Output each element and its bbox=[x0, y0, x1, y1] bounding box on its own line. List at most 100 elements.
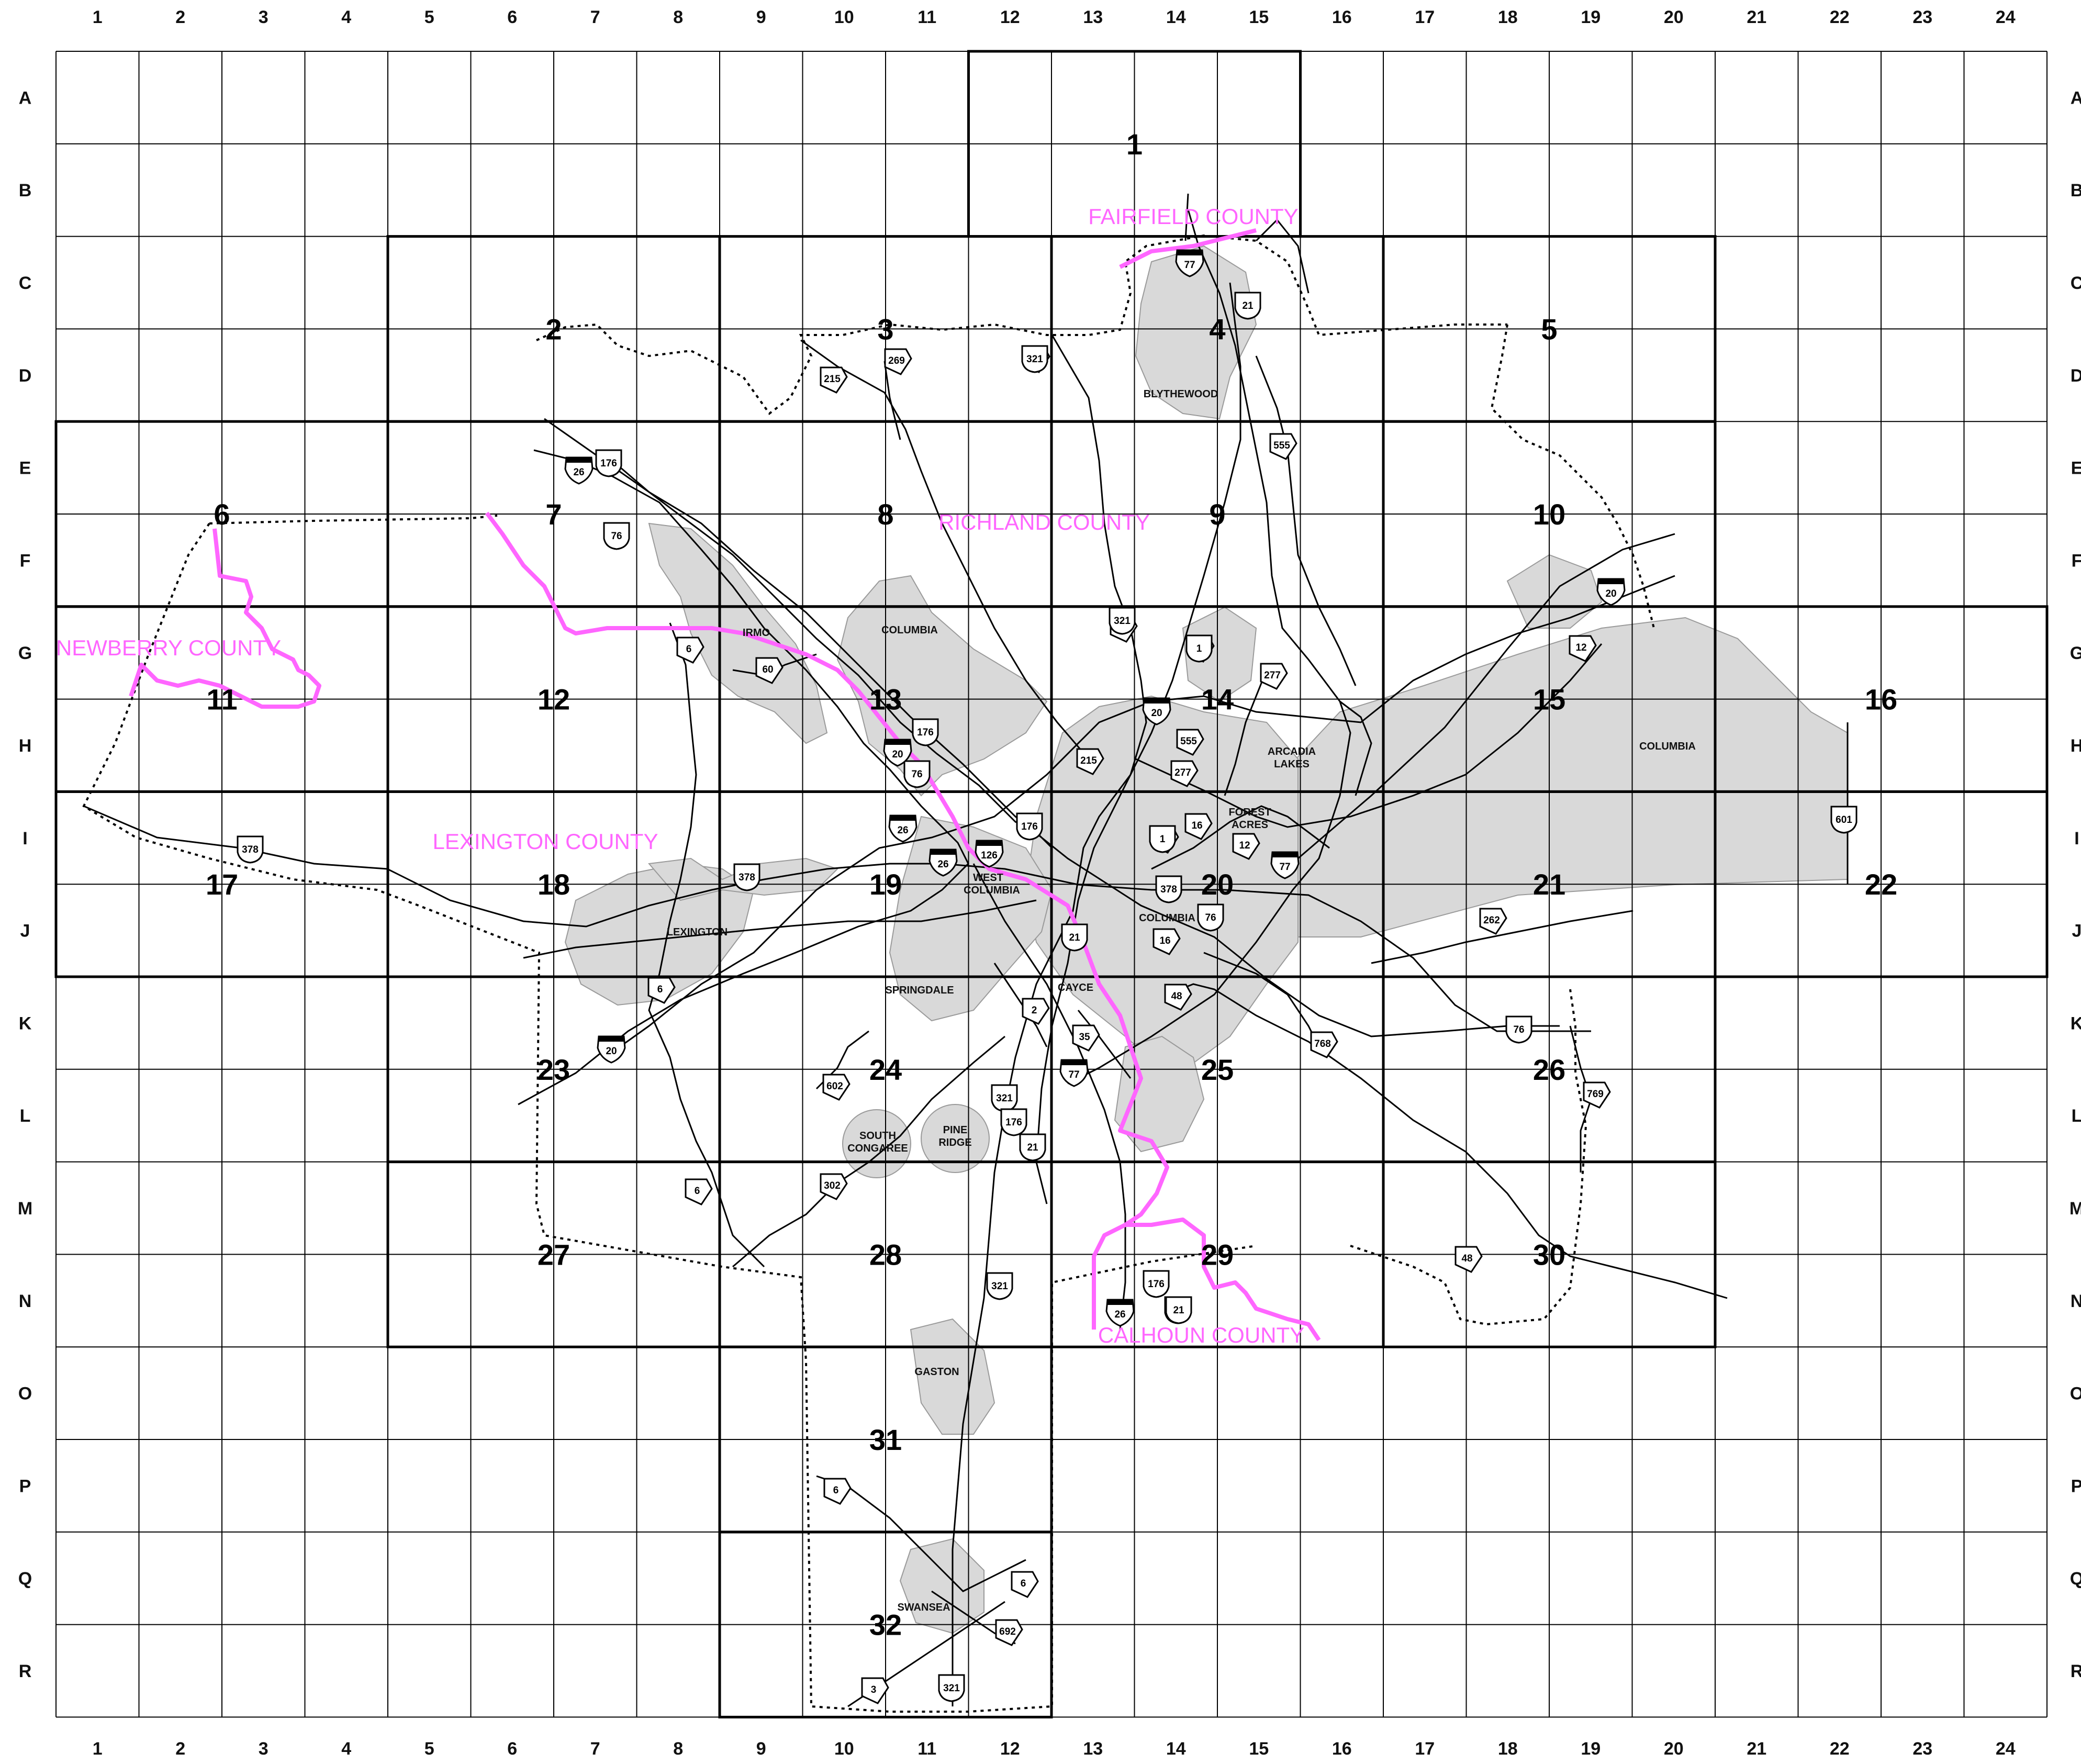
page-number-6[interactable]: 6 bbox=[214, 498, 230, 531]
grid-row-label-left: K bbox=[19, 1013, 32, 1033]
place-label-forest: FOREST bbox=[1228, 807, 1271, 818]
page-number-7[interactable]: 7 bbox=[545, 498, 562, 531]
us-route-shield: 378 bbox=[237, 835, 264, 864]
interstate-shield: 77 bbox=[1270, 851, 1300, 879]
page-number-5[interactable]: 5 bbox=[1541, 312, 1557, 345]
interstate-shield: 26 bbox=[1105, 1299, 1135, 1327]
grid-column-label-top: 18 bbox=[1498, 7, 1518, 27]
urban-area-west-columbia bbox=[889, 816, 1053, 1022]
page-number-17[interactable]: 17 bbox=[206, 868, 238, 901]
page-number-25[interactable]: 25 bbox=[1201, 1053, 1234, 1086]
state-route-number: 2 bbox=[1032, 1005, 1037, 1016]
grid-row-label-right: G bbox=[2070, 643, 2081, 663]
page-number-9[interactable]: 9 bbox=[1209, 498, 1225, 531]
grid-column-label-bottom: 18 bbox=[1498, 1739, 1518, 1759]
state-route-number: 12 bbox=[1239, 840, 1250, 851]
page-number-2[interactable]: 2 bbox=[545, 312, 562, 345]
state-route-number: 6 bbox=[686, 644, 692, 655]
grid-column-label-top: 7 bbox=[590, 7, 600, 27]
us-route-number: 21 bbox=[1242, 300, 1254, 311]
page-number-1[interactable]: 1 bbox=[1126, 128, 1143, 161]
county-label-fairfield: FAIRFIELD COUNTY bbox=[1088, 204, 1298, 229]
page-number-27[interactable]: 27 bbox=[538, 1238, 570, 1271]
page-number-13[interactable]: 13 bbox=[869, 683, 902, 716]
page-number-23[interactable]: 23 bbox=[538, 1053, 570, 1086]
page-number-32[interactable]: 32 bbox=[869, 1609, 902, 1642]
page-number-19[interactable]: 19 bbox=[869, 868, 902, 901]
grid-column-label-top: 22 bbox=[1830, 7, 1850, 27]
interstate-number: 26 bbox=[1114, 1309, 1125, 1320]
page-number-30[interactable]: 30 bbox=[1533, 1238, 1565, 1271]
page-number-24[interactable]: 24 bbox=[869, 1053, 902, 1086]
county-label-newberry: NEWBERRY COUNTY bbox=[56, 635, 281, 660]
place-labels: BLYTHEWOOD IRMO COLUMBIA COLUMBIA ARCADI… bbox=[667, 388, 1696, 1613]
grid-row-label-right: I bbox=[2074, 829, 2079, 848]
page-number-15[interactable]: 15 bbox=[1533, 683, 1565, 716]
interstate-number: 20 bbox=[892, 749, 903, 760]
place-label-lakes: LAKES bbox=[1274, 758, 1310, 770]
page-number-26[interactable]: 26 bbox=[1533, 1053, 1565, 1086]
state-route-shield: 555 bbox=[1176, 729, 1204, 756]
state-route-number: 6 bbox=[657, 984, 663, 995]
page-number-12[interactable]: 12 bbox=[538, 683, 570, 716]
us-route-shield: 1 bbox=[1149, 825, 1176, 853]
page-number-8[interactable]: 8 bbox=[877, 498, 893, 531]
page-number-21[interactable]: 21 bbox=[1533, 868, 1565, 901]
place-label-acres: ACRES bbox=[1232, 819, 1268, 831]
us-route-shield: 1 bbox=[1185, 634, 1213, 663]
grid-column-label-bottom: 1 bbox=[93, 1739, 103, 1759]
page-number-11[interactable]: 11 bbox=[206, 683, 237, 716]
grid-row-label-right: J bbox=[2072, 921, 2081, 941]
us-route-number: 76 bbox=[611, 531, 622, 542]
state-route-shield: 602 bbox=[822, 1074, 851, 1101]
grid-column-label-top: 11 bbox=[918, 7, 936, 27]
page-number-31[interactable]: 31 bbox=[869, 1423, 902, 1456]
place-label-irmo: IRMO bbox=[743, 627, 770, 639]
grid-row-label-right: A bbox=[2071, 88, 2081, 108]
road-i26-south bbox=[972, 863, 1126, 1330]
county-label-richland: RICHLAND COUNTY bbox=[938, 510, 1150, 534]
page-frames bbox=[54, 50, 2049, 1718]
us-route-shield: 321 bbox=[1021, 345, 1048, 373]
place-label-columbia-east: COLUMBIA bbox=[1639, 741, 1696, 752]
grid-column-label-bottom: 2 bbox=[175, 1739, 185, 1759]
page-number-14[interactable]: 14 bbox=[1201, 683, 1234, 716]
us-route-shield: 76 bbox=[903, 760, 931, 788]
grid-column-label-top: 13 bbox=[1083, 7, 1103, 27]
grid-column-label-bottom: 17 bbox=[1415, 1739, 1435, 1759]
state-route-shield: 2 bbox=[1022, 998, 1050, 1025]
map-grid: 1122334455667788991010111112121313141415… bbox=[18, 7, 2081, 1759]
jurisdiction-boundary-west bbox=[82, 515, 1257, 1713]
us-route-number: 176 bbox=[1005, 1117, 1022, 1128]
page-number-22[interactable]: 22 bbox=[1865, 868, 1897, 901]
interstate-number: 126 bbox=[981, 850, 998, 861]
page-number-4[interactable]: 4 bbox=[1209, 312, 1225, 345]
page-number-18[interactable]: 18 bbox=[538, 868, 570, 901]
state-route-shield: 277 bbox=[1170, 760, 1199, 787]
road-us176 bbox=[612, 460, 1053, 849]
state-route-number: 48 bbox=[1171, 991, 1182, 1002]
us-route-shield: 321 bbox=[991, 1084, 1018, 1112]
urban-area-blythewood bbox=[1135, 245, 1257, 420]
state-route-number: 555 bbox=[1180, 736, 1197, 747]
state-route-number: 6 bbox=[833, 1485, 839, 1496]
page-number-16[interactable]: 16 bbox=[1865, 683, 1897, 716]
page-number-3[interactable]: 3 bbox=[877, 312, 893, 345]
road-sc35 bbox=[1077, 1010, 1132, 1079]
grid-column-label-bottom: 9 bbox=[756, 1739, 766, 1759]
grid-column-label-bottom: 13 bbox=[1083, 1739, 1103, 1759]
page-number-10[interactable]: 10 bbox=[1533, 498, 1565, 531]
us-route-number: 76 bbox=[1513, 1024, 1524, 1035]
state-route-shield: 302 bbox=[820, 1173, 848, 1200]
interstate-number: 77 bbox=[1279, 862, 1290, 873]
grid-row-label-right: B bbox=[2071, 181, 2081, 200]
us-route-number: 321 bbox=[996, 1093, 1013, 1104]
us-route-number: 321 bbox=[943, 1683, 960, 1694]
road-sc215 bbox=[800, 339, 1090, 760]
page-number-29[interactable]: 29 bbox=[1201, 1238, 1234, 1271]
page-number-20[interactable]: 20 bbox=[1201, 868, 1234, 901]
grid-column-label-top: 3 bbox=[259, 7, 268, 27]
grid-row-label-left: A bbox=[19, 88, 32, 108]
page-number-28[interactable]: 28 bbox=[869, 1238, 902, 1271]
place-label-blythewood: BLYTHEWOOD bbox=[1144, 388, 1218, 400]
